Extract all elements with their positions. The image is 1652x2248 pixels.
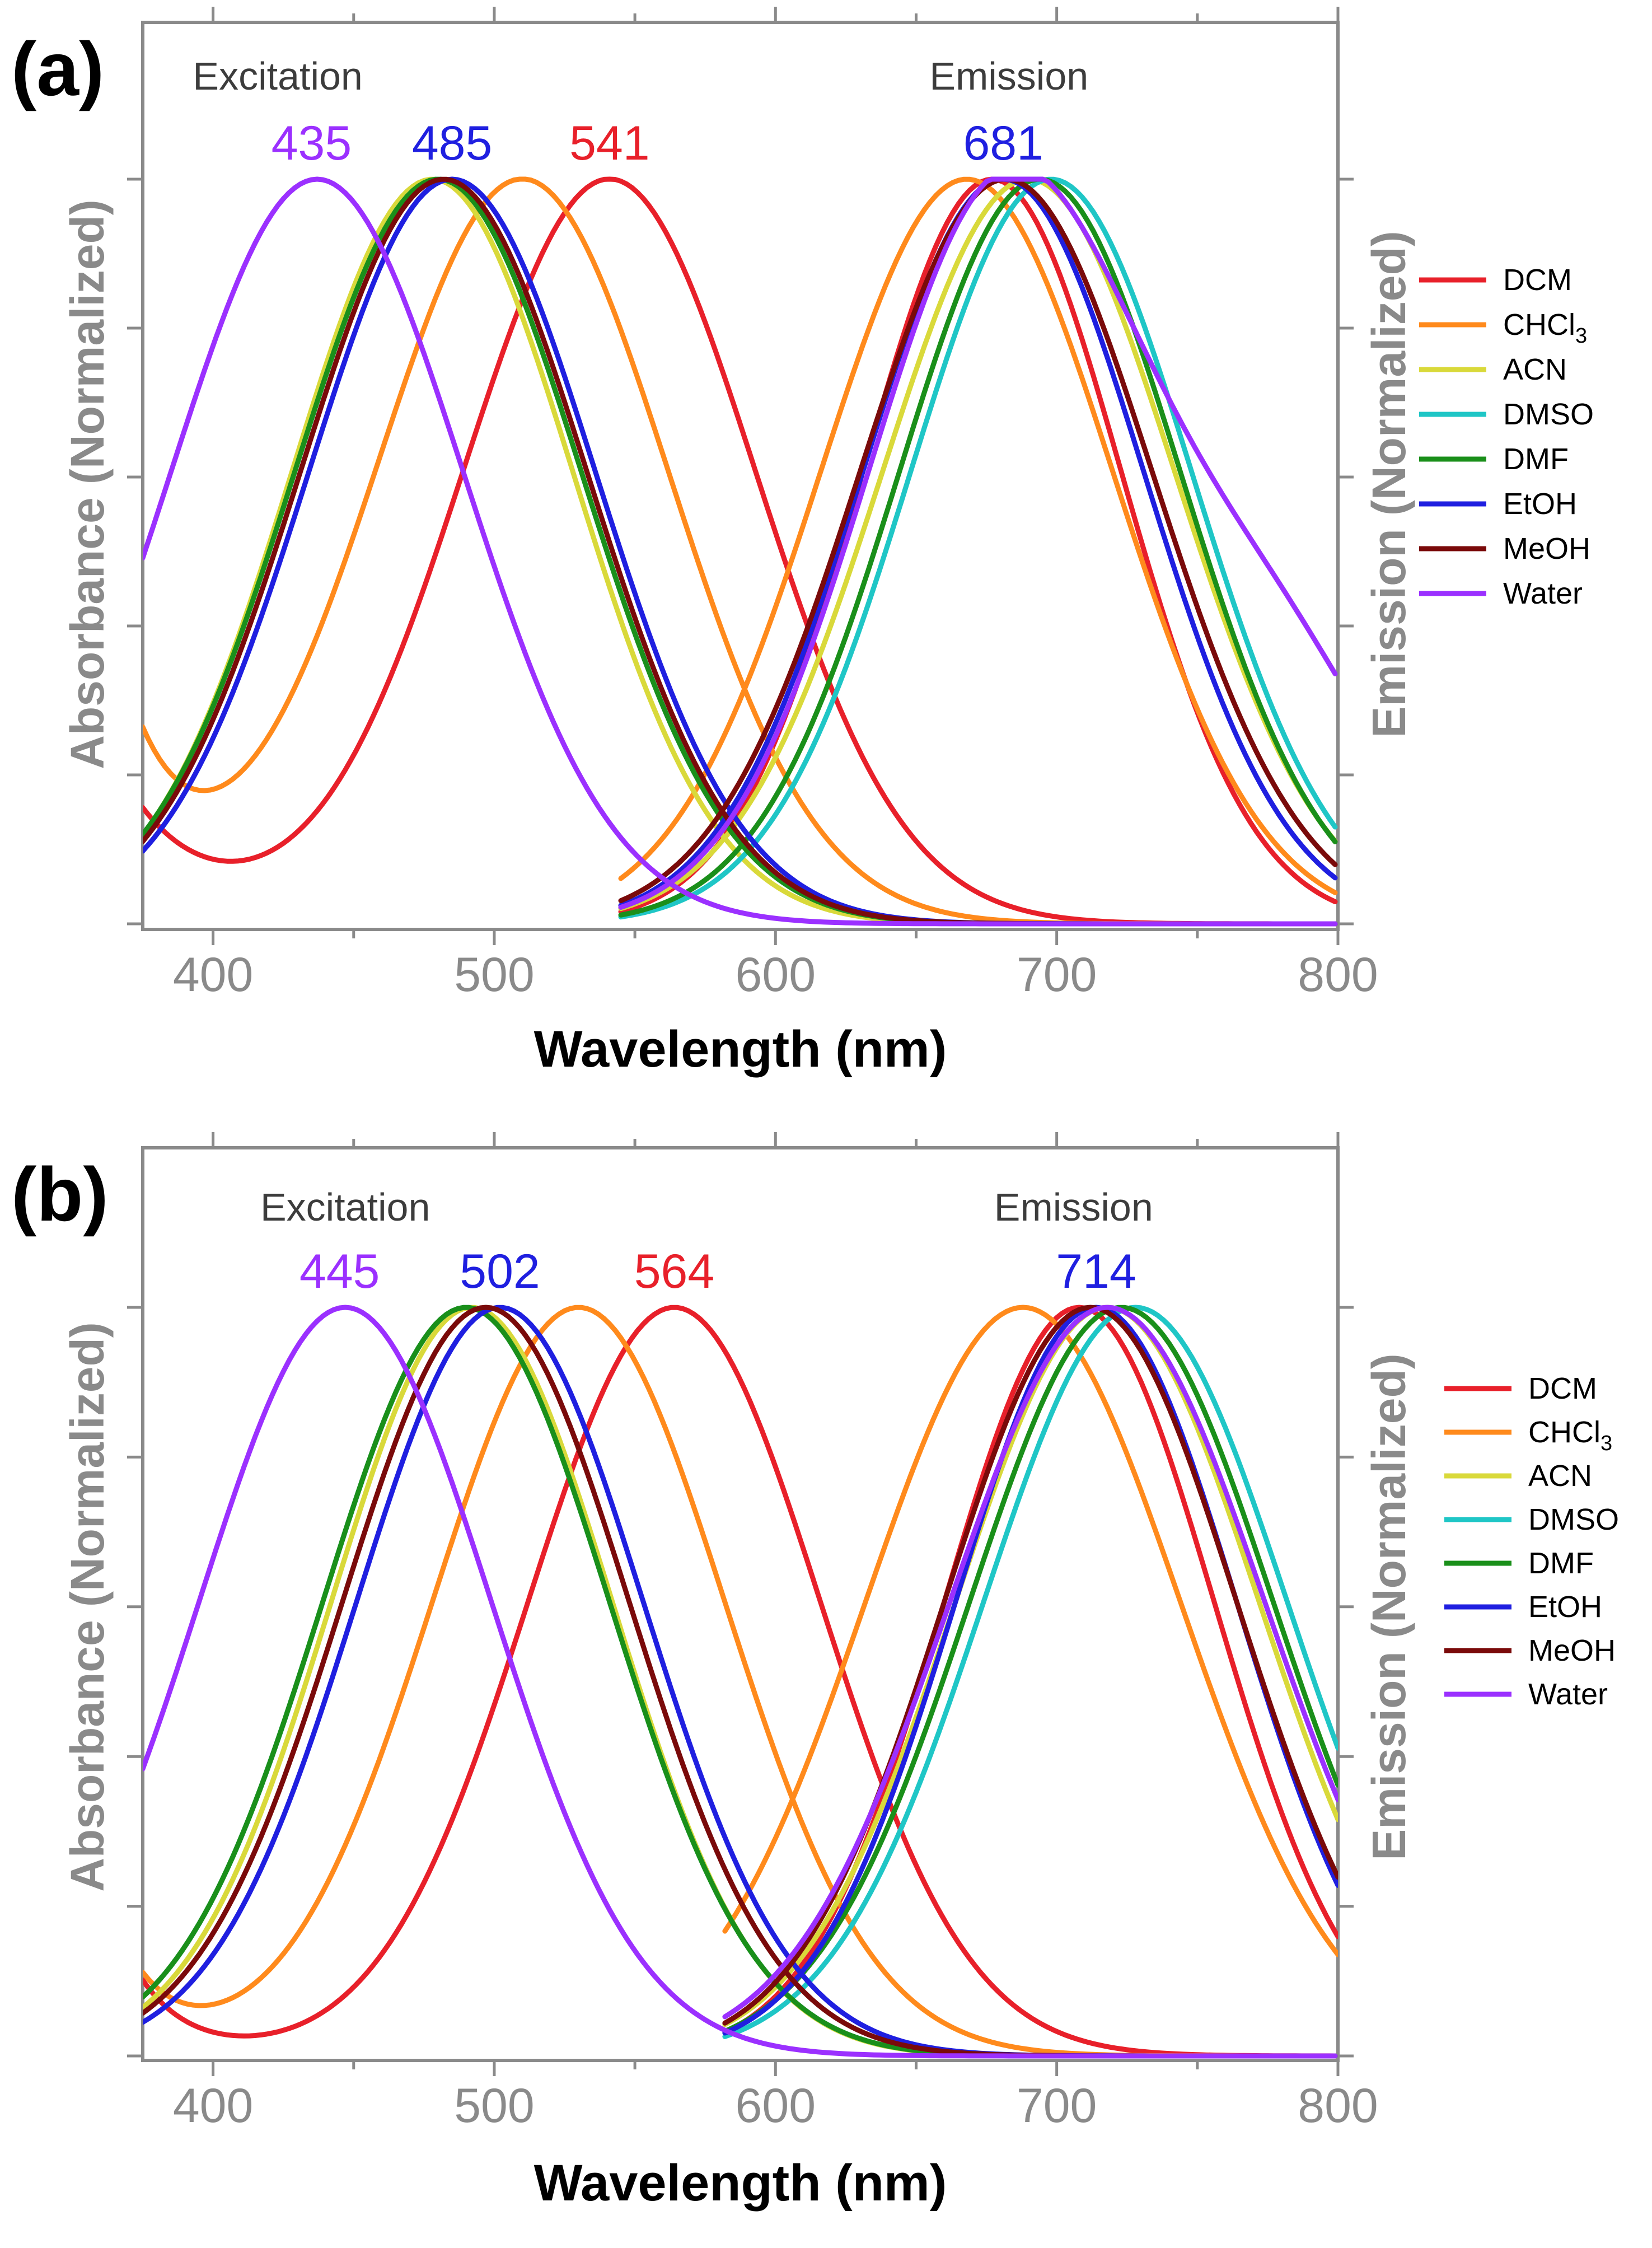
- y-axis-title-left: Absorbance (Normalized): [61, 1322, 114, 1892]
- plot-frame: [141, 1146, 1340, 2062]
- x-tick-label: 800: [1298, 2079, 1378, 2133]
- panel-label: (a): [11, 26, 104, 111]
- x-tick-label: 600: [736, 2079, 816, 2133]
- emission-label: Emission: [929, 54, 1088, 98]
- peak-label: 435: [272, 116, 352, 170]
- panel-label: (b): [11, 1152, 109, 1237]
- emission-curve-dcm: [722, 1305, 1338, 2035]
- legend-label: DMF: [1528, 1546, 1594, 1580]
- absorption-curve-water: [143, 1305, 1338, 2059]
- curves: [143, 1305, 1338, 2059]
- emission-curve-dmf: [722, 1305, 1338, 2034]
- y-axis-title-right: Emission (Normalized): [1363, 231, 1415, 738]
- absorption-curve-dcm: [143, 1305, 1338, 2059]
- legend-label: CHCl3: [1503, 308, 1587, 348]
- x-tick-label: 600: [736, 948, 816, 1002]
- peak-label: 485: [412, 116, 493, 170]
- emission-curve-meoh: [722, 1305, 1338, 2026]
- x-axis-title: Wavelength (nm): [534, 2154, 947, 2212]
- x-tick-label: 700: [1017, 2079, 1097, 2133]
- peak-label: 681: [963, 116, 1043, 170]
- x-axis-title: Wavelength (nm): [534, 1021, 947, 1078]
- x-tick-label: 500: [454, 2079, 535, 2133]
- peak-label: 564: [634, 1245, 715, 1298]
- legend-label: MeOH: [1503, 532, 1590, 565]
- emission-label: Emission: [994, 1185, 1153, 1229]
- legend-label: DCM: [1528, 1372, 1597, 1405]
- legend-label: Water: [1503, 577, 1583, 610]
- absorption-curve-water: [143, 176, 1338, 927]
- legend-label: DMF: [1503, 442, 1569, 476]
- legend-label: Water: [1528, 1677, 1608, 1711]
- peak-label: 714: [1056, 1245, 1136, 1298]
- y-axis-title-left: Absorbance (Normalized): [61, 199, 114, 769]
- emission-curve-acn: [722, 1305, 1338, 2027]
- emission-curve-water: [618, 176, 1338, 910]
- x-tick-label: 800: [1298, 948, 1378, 1002]
- emission-curve-acn: [618, 176, 1338, 912]
- panel-a: (a) 400 500 600 700 800 Wavelength (nm) Absorb…: [11, 7, 1594, 1078]
- x-tick-label: 500: [454, 948, 535, 1002]
- emission-curve-etoh: [618, 176, 1338, 908]
- peak-label: 445: [299, 1245, 380, 1298]
- legend-label: EtOH: [1528, 1590, 1602, 1624]
- x-tick-label: 700: [1017, 948, 1097, 1002]
- emission-curve-chcl3: [722, 1305, 1338, 1957]
- panel-b: (b) 400 500 600 700 800 Wavelength (nm) Absorb…: [11, 1132, 1619, 2212]
- emission-curve-dmso: [722, 1305, 1338, 2039]
- y-axis-title-right: Emission (Normalized): [1363, 1353, 1415, 1861]
- curves: [143, 176, 1338, 927]
- x-tick-label: 400: [173, 2079, 254, 2133]
- emission-curve-dmso: [618, 176, 1338, 920]
- emission-curve-dmf: [618, 176, 1338, 918]
- excitation-label: Excitation: [260, 1185, 430, 1229]
- legend-label: EtOH: [1503, 487, 1577, 521]
- legend-label: CHCl3: [1528, 1415, 1612, 1455]
- emission-curve-meoh: [618, 176, 1338, 904]
- x-tick-label: 400: [173, 948, 254, 1002]
- legend-label: DMSO: [1528, 1503, 1619, 1536]
- emission-curve-water: [722, 1305, 1338, 2020]
- legend-label: MeOH: [1528, 1634, 1616, 1667]
- legend-label: ACN: [1503, 353, 1567, 386]
- peak-label: 502: [460, 1245, 540, 1298]
- legend-label: ACN: [1528, 1459, 1592, 1493]
- legend-label: DMSO: [1503, 398, 1594, 431]
- excitation-label: Excitation: [193, 54, 362, 98]
- peak-label: 541: [569, 116, 650, 170]
- legend-label: DCM: [1503, 263, 1572, 297]
- emission-curve-chcl3: [618, 176, 1338, 895]
